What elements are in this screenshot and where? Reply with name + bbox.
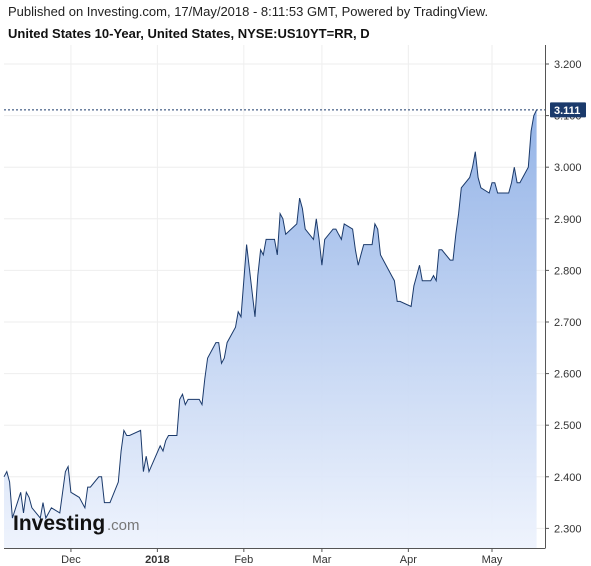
x-tick-label: May (482, 554, 503, 566)
logo-domain: .com (107, 517, 140, 534)
price-line (3, 109, 538, 520)
y-tick-label: 2.300 (554, 523, 582, 535)
x-tick-label: Dec (61, 554, 81, 566)
last-price-badge (550, 102, 586, 118)
y-tick-label: 2.900 (554, 214, 582, 226)
y-tick-label: 2.800 (554, 265, 582, 277)
price-area-fill (4, 109, 537, 549)
y-tick-label: 2.400 (554, 472, 582, 484)
y-tick-label: 2.500 (554, 420, 582, 432)
x-axis-labels: Dec 2018 Feb Mar Apr May (61, 548, 503, 566)
x-tick-label: 2018 (145, 554, 169, 566)
last-price-value: 3.111 (554, 105, 580, 117)
y-tick-label: 2.700 (554, 317, 582, 329)
instrument-title: United States 10-Year, United States, NY… (8, 26, 370, 41)
y-tick-label: 2.600 (554, 369, 582, 381)
y-axis-labels: 3.2003.1003.0002.9002.8002.7002.6002.500… (545, 59, 582, 535)
published-caption: Published on Investing.com, 17/May/2018 … (8, 4, 489, 19)
axes (4, 45, 546, 549)
logo-wordmark: Investing (13, 512, 105, 535)
investing-logo: Investing .com (13, 512, 140, 535)
last-price-badge-group: 3.111 (550, 102, 586, 118)
x-tick-label: Apr (400, 554, 417, 566)
x-tick-label: Feb (234, 554, 253, 566)
y-tick-label: 3.000 (554, 162, 582, 174)
x-tick-label: Mar (312, 554, 331, 566)
y-tick-label: 3.200 (554, 59, 582, 71)
